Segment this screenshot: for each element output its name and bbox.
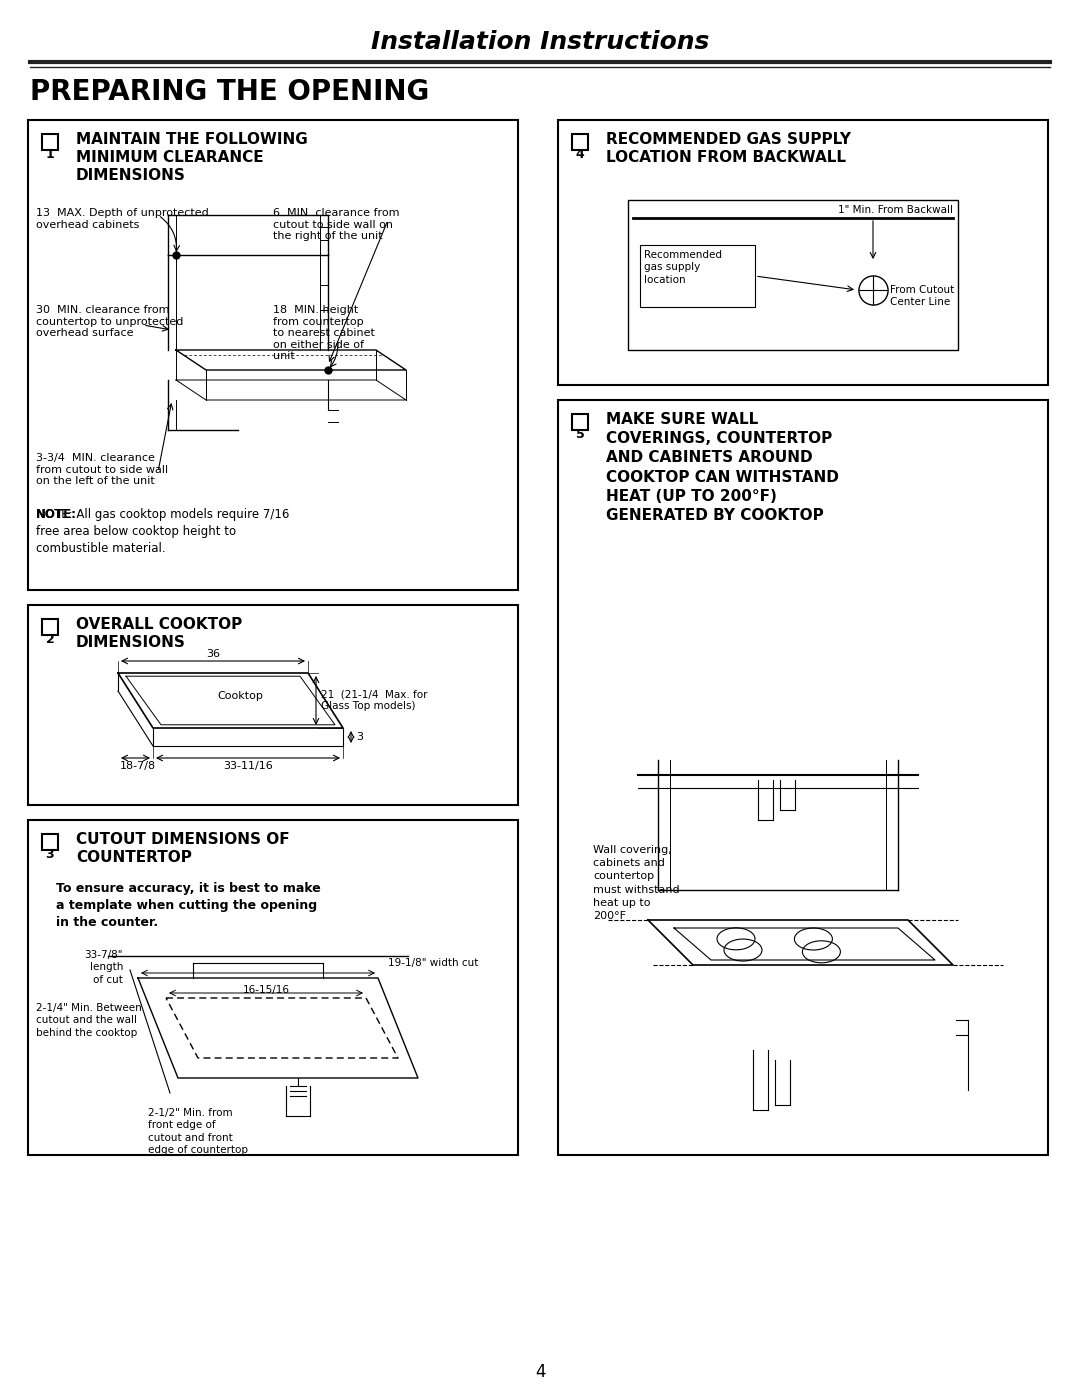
- Text: CUTOUT DIMENSIONS OF
COUNTERTOP: CUTOUT DIMENSIONS OF COUNTERTOP: [76, 833, 289, 865]
- Text: MAINTAIN THE FOLLOWING
MINIMUM CLEARANCE
DIMENSIONS: MAINTAIN THE FOLLOWING MINIMUM CLEARANCE…: [76, 131, 308, 183]
- Text: 4: 4: [576, 148, 584, 161]
- Text: NOTE: All gas cooktop models require 7/16
free area below cooktop height to
comb: NOTE: All gas cooktop models require 7/1…: [36, 509, 289, 555]
- Bar: [28, 820, 518, 1155]
- Text: 33-11/16: 33-11/16: [224, 761, 273, 771]
- Text: 21  (21-1/4  Max. for
Glass Top models): 21 (21-1/4 Max. for Glass Top models): [321, 689, 428, 711]
- Bar: [572, 134, 588, 149]
- Bar: [627, 200, 958, 351]
- Text: 2: 2: [45, 633, 54, 645]
- Bar: [42, 619, 58, 636]
- Text: 1" Min. From Backwall: 1" Min. From Backwall: [838, 205, 953, 215]
- Text: 3: 3: [356, 732, 363, 742]
- Polygon shape: [138, 978, 418, 1078]
- Text: 36: 36: [206, 650, 220, 659]
- Text: RECOMMENDED GAS SUPPLY
LOCATION FROM BACKWALL: RECOMMENDED GAS SUPPLY LOCATION FROM BAC…: [606, 131, 851, 165]
- Text: 6  MIN. clearance from
cutout to side wall on
the right of the unit: 6 MIN. clearance from cutout to side wal…: [273, 208, 400, 242]
- Text: 18  MIN. height
from countertop
to nearest cabinet
on either side of
unit: 18 MIN. height from countertop to neares…: [273, 305, 375, 362]
- Bar: [42, 834, 58, 849]
- Bar: [572, 414, 588, 430]
- Text: 5: 5: [576, 427, 584, 441]
- Text: 19-1/8" width cut: 19-1/8" width cut: [388, 958, 478, 968]
- Text: MAKE SURE WALL
COVERINGS, COUNTERTOP
AND CABINETS AROUND
COOKTOP CAN WITHSTAND
H: MAKE SURE WALL COVERINGS, COUNTERTOP AND…: [606, 412, 839, 522]
- Text: 3-3/4  MIN. clearance
from cutout to side wall
on the left of the unit: 3-3/4 MIN. clearance from cutout to side…: [36, 453, 168, 486]
- Text: 2-1/4" Min. Between
cutout and the wall
behind the cooktop: 2-1/4" Min. Between cutout and the wall …: [36, 1003, 141, 1038]
- Text: From Cutout
Center Line: From Cutout Center Line: [890, 285, 955, 307]
- Text: OVERALL COOKTOP
DIMENSIONS: OVERALL COOKTOP DIMENSIONS: [76, 617, 242, 650]
- Text: Recommended
gas supply
location: Recommended gas supply location: [644, 250, 723, 285]
- Text: 13  MAX. Depth of unprotected
overhead cabinets: 13 MAX. Depth of unprotected overhead ca…: [36, 208, 208, 229]
- Text: 16-15/16: 16-15/16: [243, 985, 289, 995]
- Bar: [28, 605, 518, 805]
- Bar: [558, 400, 1048, 1155]
- Polygon shape: [648, 921, 953, 965]
- Polygon shape: [674, 928, 935, 960]
- Text: 3: 3: [45, 848, 54, 861]
- Text: NOTE:: NOTE:: [36, 509, 77, 521]
- Bar: [558, 120, 1048, 386]
- Bar: [42, 134, 58, 149]
- Text: 2-1/2" Min. from
front edge of
cutout and front
edge of countertop: 2-1/2" Min. from front edge of cutout an…: [148, 1108, 248, 1155]
- Text: 1: 1: [45, 148, 54, 161]
- Bar: [28, 120, 518, 590]
- Text: Wall covering,
cabinets and
countertop
must withstand
heat up to
200°F: Wall covering, cabinets and countertop m…: [593, 845, 679, 921]
- Polygon shape: [118, 673, 343, 728]
- Text: 30  MIN. clearance from
countertop to unprotected
overhead surface: 30 MIN. clearance from countertop to unp…: [36, 305, 184, 338]
- Text: PREPARING THE OPENING: PREPARING THE OPENING: [30, 78, 429, 106]
- Text: 18-7/8: 18-7/8: [120, 761, 157, 771]
- Text: 33-7/8"
length
of cut: 33-7/8" length of cut: [84, 950, 123, 985]
- Text: Cooktop: Cooktop: [217, 692, 262, 701]
- Text: Installation Instructions: Installation Instructions: [370, 29, 710, 54]
- Text: To ensure accuracy, it is best to make
a template when cutting the opening
in th: To ensure accuracy, it is best to make a…: [56, 882, 321, 929]
- Bar: [640, 244, 755, 307]
- Text: 4: 4: [535, 1363, 545, 1382]
